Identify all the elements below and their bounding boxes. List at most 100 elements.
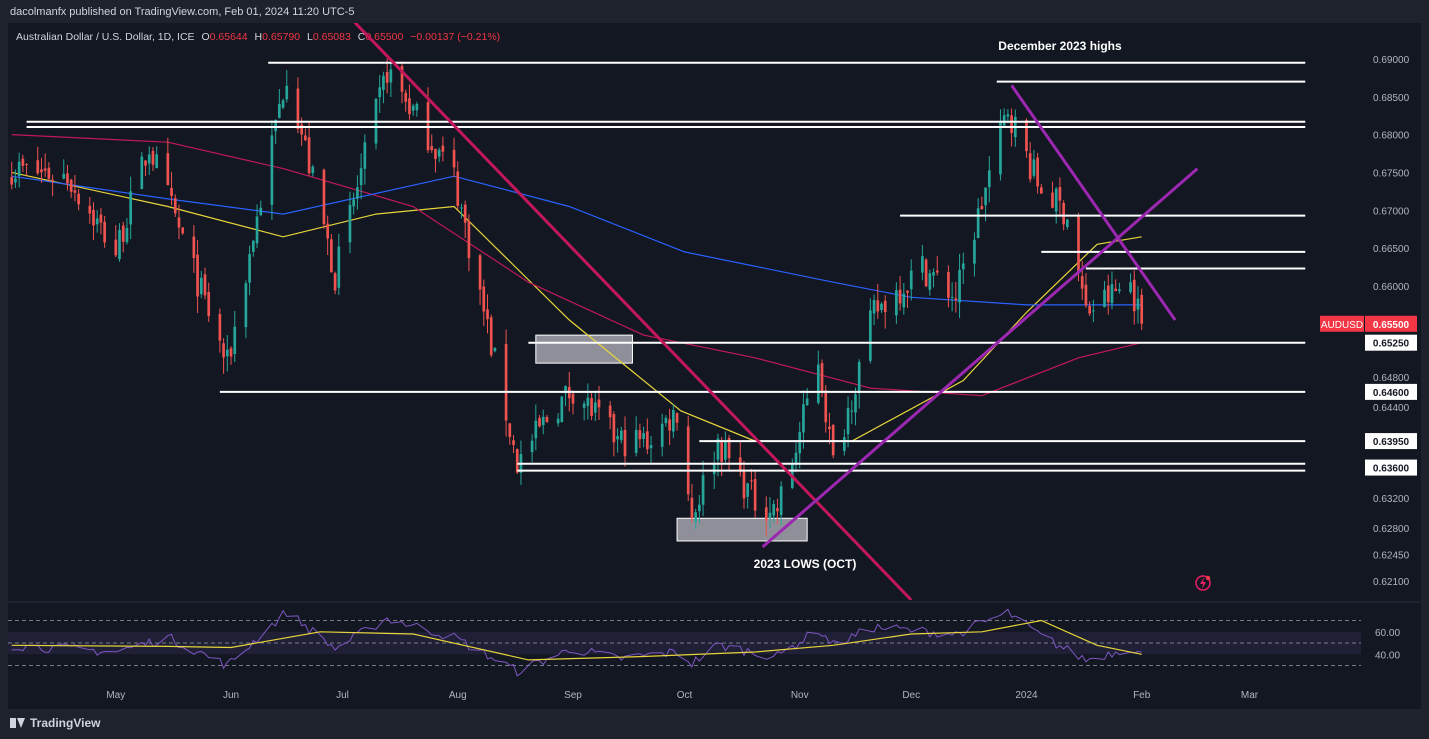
candle xyxy=(921,244,924,281)
publisher-line: dacolmanfx published on TradingView.com,… xyxy=(10,6,355,18)
candle xyxy=(304,128,307,142)
candle xyxy=(504,329,508,437)
candle-body xyxy=(1132,279,1136,312)
candle-body xyxy=(62,173,66,179)
symbol-name: Australian Dollar / U.S. Dollar, 1D, ICE xyxy=(16,31,195,43)
candle-body xyxy=(924,259,928,287)
candle-body xyxy=(140,156,144,190)
candle xyxy=(846,396,850,448)
candle-body xyxy=(1103,289,1106,308)
candle-body xyxy=(530,440,534,453)
open-value: 0.65644 xyxy=(209,31,248,43)
candle-body xyxy=(121,225,125,242)
candle-body xyxy=(935,270,939,273)
candle xyxy=(337,233,341,296)
candle xyxy=(382,71,385,104)
candle xyxy=(43,153,47,177)
rsi-tick-label: 60.00 xyxy=(1375,628,1400,639)
candle-body xyxy=(311,166,315,174)
candle xyxy=(1013,109,1017,147)
candle xyxy=(1077,212,1080,282)
candle-body xyxy=(842,437,846,451)
candle xyxy=(668,408,671,446)
candle-body xyxy=(166,153,170,186)
candle-body xyxy=(712,463,716,475)
candle xyxy=(218,308,222,353)
candle xyxy=(935,256,939,276)
candle-body xyxy=(1077,215,1080,273)
time-tick-label: May xyxy=(106,690,125,701)
candle xyxy=(593,391,597,421)
candle-body xyxy=(129,191,133,225)
candle xyxy=(1129,273,1132,294)
price-zone xyxy=(676,517,808,542)
candle xyxy=(645,418,649,455)
candle xyxy=(411,103,415,116)
candle xyxy=(642,426,645,448)
time-tick-label: Jul xyxy=(336,690,349,701)
candle xyxy=(1118,282,1121,294)
candle-body xyxy=(597,399,601,408)
time-tick-label: Mar xyxy=(1241,690,1259,701)
candle-body xyxy=(1084,284,1088,306)
candle xyxy=(660,413,664,457)
candle-body xyxy=(10,176,14,185)
candle xyxy=(541,409,545,435)
candle-body xyxy=(356,187,359,199)
candle xyxy=(590,393,593,421)
candle xyxy=(307,121,311,176)
candle-body xyxy=(478,255,482,290)
candle-body xyxy=(534,420,538,439)
candle xyxy=(701,460,705,517)
footer[interactable]: TradingView xyxy=(10,716,100,730)
candle xyxy=(1028,142,1032,183)
candle xyxy=(147,146,151,175)
candle xyxy=(467,214,471,272)
candle xyxy=(1088,301,1091,317)
candle-body xyxy=(1010,115,1013,134)
candle-body xyxy=(872,300,876,314)
ma-100-line xyxy=(11,134,1142,397)
candle xyxy=(895,282,898,324)
horizontal-levels-layer xyxy=(26,61,1306,472)
candle-body xyxy=(47,167,51,179)
candle-body xyxy=(619,430,623,441)
candle-body xyxy=(668,419,671,431)
candle xyxy=(902,283,906,315)
level-label: 0.63950 xyxy=(1373,437,1410,448)
candle xyxy=(872,294,876,326)
candle xyxy=(1006,109,1010,123)
candle xyxy=(828,412,831,445)
candle xyxy=(764,496,768,537)
candle xyxy=(976,198,980,239)
candle-body xyxy=(229,348,233,357)
candle xyxy=(374,97,378,150)
candle xyxy=(311,164,315,177)
candle-body xyxy=(1051,192,1054,208)
last-price-box xyxy=(1365,315,1417,332)
candle-body xyxy=(805,398,809,406)
candle xyxy=(95,209,99,233)
candle-body xyxy=(14,178,17,183)
candle xyxy=(259,200,263,217)
candle-body xyxy=(846,408,850,435)
candle xyxy=(385,58,389,94)
candle-body xyxy=(672,410,675,432)
candle xyxy=(196,240,199,314)
candle-body xyxy=(720,442,724,462)
candle-body xyxy=(1110,284,1114,304)
candle-body xyxy=(772,504,776,516)
close-value: 0.65500 xyxy=(365,31,404,43)
lightning-icon[interactable] xyxy=(1195,575,1211,591)
candle xyxy=(690,483,694,523)
candle xyxy=(486,294,489,334)
candle xyxy=(270,120,274,221)
candle xyxy=(619,426,623,444)
candle xyxy=(556,413,560,427)
candle xyxy=(322,168,326,229)
candle-body xyxy=(400,66,404,92)
candle-body xyxy=(1062,202,1065,225)
candle xyxy=(356,175,359,210)
candle-body xyxy=(352,199,356,207)
